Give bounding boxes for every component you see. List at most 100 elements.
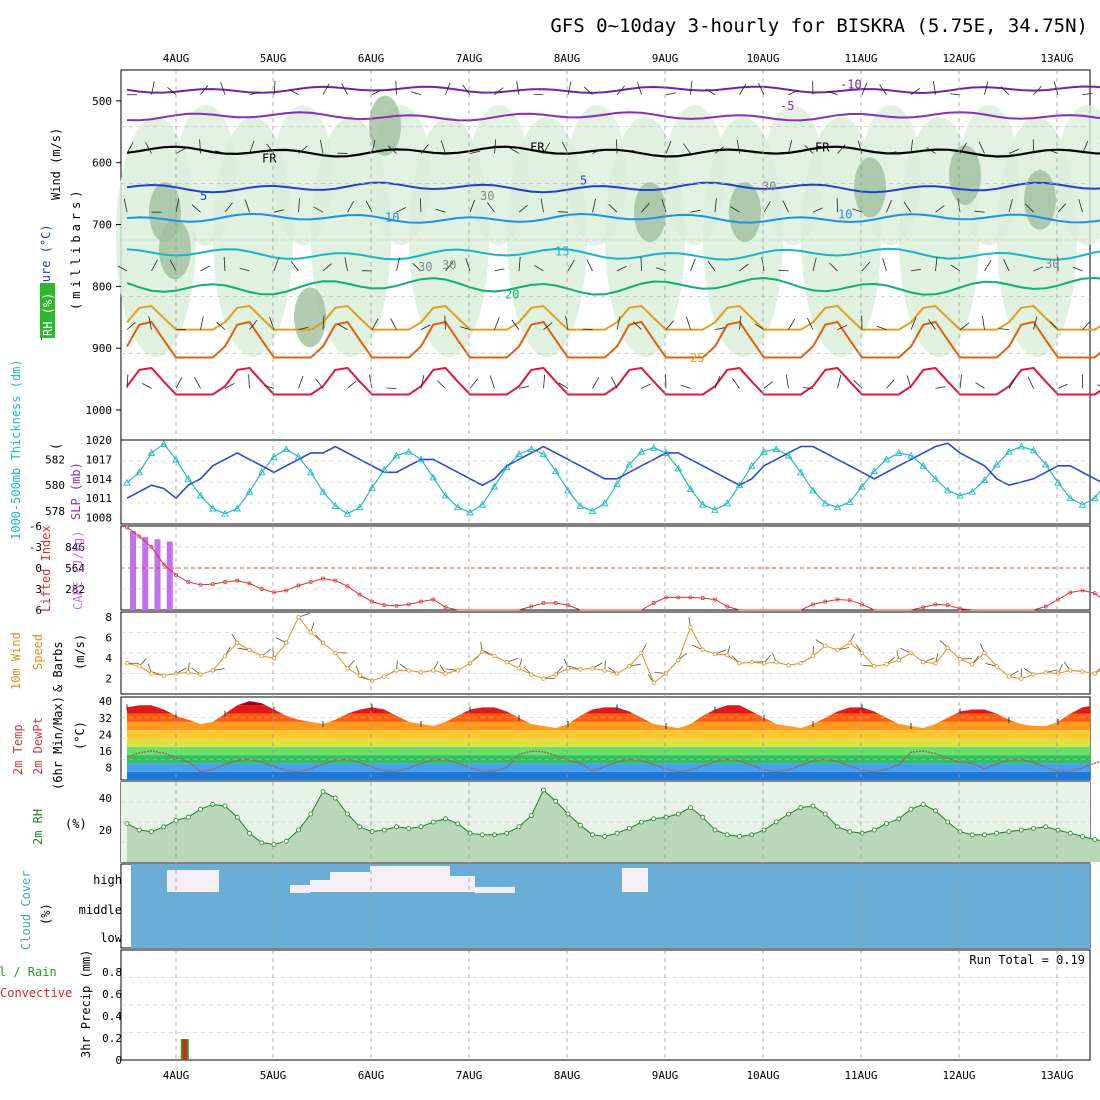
wind-marker [884, 662, 889, 667]
rh-axis-label: 2m RH [31, 809, 45, 845]
wind-barb [984, 81, 989, 95]
wind-barb [371, 89, 382, 96]
wind-barb [126, 374, 129, 389]
slp-axis-label: SLP (mb) [69, 462, 83, 520]
rh-marker [651, 816, 657, 822]
thickness-axis-label: 1000-500mb Thickness (dm) [9, 359, 23, 540]
wind-marker [516, 666, 522, 671]
wind-barb [616, 139, 618, 154]
li-marker [1092, 591, 1097, 596]
precip-conv-bar [182, 1039, 187, 1060]
isotherm-label: FR [262, 152, 277, 166]
wind-barb [879, 84, 887, 95]
li-marker [835, 597, 840, 602]
wind-barb [1033, 85, 1042, 95]
rh-marker [210, 802, 216, 807]
isotherm--10 [126, 85, 1100, 95]
wind-barb [610, 376, 618, 389]
temp-band [127, 738, 1090, 747]
wind-barb [411, 91, 422, 96]
rh-tick-label: 20 [99, 824, 112, 837]
thickness-tick-label: 580 [45, 479, 65, 492]
wind-barb [200, 316, 204, 330]
thickness-marker [772, 445, 781, 452]
wind-marker [222, 653, 228, 659]
thickness-marker [490, 482, 499, 490]
thickness-marker [135, 468, 144, 476]
thickness-marker [698, 500, 707, 508]
wind-barb [145, 142, 152, 154]
li-marker [125, 525, 129, 530]
wind-barb [126, 142, 134, 154]
wind-marker [137, 664, 142, 669]
wind-barb [273, 209, 284, 213]
wind-barb [982, 315, 985, 330]
wind-barb [785, 374, 789, 389]
wind-barb [175, 376, 183, 389]
bottom-day-label: 7AUG [456, 1069, 483, 1082]
rh-marker [1080, 834, 1085, 839]
isotherm-label: 5 [200, 189, 207, 203]
wind-barb [462, 84, 471, 95]
wind-barb [511, 319, 520, 330]
li-marker [958, 606, 962, 611]
bottom-day-label: 11AUG [844, 1069, 877, 1082]
wind-barb [763, 201, 771, 213]
wind-barb [344, 257, 348, 271]
top-day-label: 12AUG [942, 52, 975, 65]
wind-barb [565, 315, 569, 330]
thickness-marker [894, 448, 903, 456]
li-marker [272, 590, 276, 595]
wind-barb [290, 261, 299, 272]
rh-marker [847, 829, 853, 834]
rh-marker [749, 832, 755, 838]
rh-marker [786, 811, 791, 817]
wind-barb [637, 81, 642, 95]
wind-barb [861, 261, 871, 272]
wind-barb [631, 149, 642, 154]
thickness-marker [233, 504, 242, 512]
wind-barb [509, 147, 520, 154]
wind-marker [455, 668, 460, 673]
thickness-marker [992, 460, 1001, 468]
cloud-gap [290, 885, 310, 893]
thickness-marker [649, 443, 658, 451]
thickness-marker [319, 487, 327, 495]
wind-barb [465, 258, 471, 272]
cape-tick-label: 282 [65, 583, 85, 596]
wind-marker [749, 660, 754, 665]
wind-barb [460, 326, 471, 331]
isotherm--5 [126, 111, 1100, 122]
isotherm-25 [126, 304, 1100, 331]
wind-marker [431, 668, 436, 673]
thickness-marker [441, 491, 450, 499]
thickness-marker [539, 450, 548, 458]
wind-axis-label-1: 10m Wind [9, 632, 23, 690]
wind-barb [926, 147, 936, 154]
top-day-label: 5AUG [260, 52, 287, 65]
thickness-marker [429, 473, 438, 481]
thickness-marker [1090, 494, 1099, 502]
li-marker [1068, 590, 1073, 595]
li-marker [284, 588, 289, 593]
li-marker [321, 576, 325, 581]
grid-lines [121, 70, 1090, 1060]
wind-tick-label: 4 [105, 652, 112, 665]
wind-barb [558, 382, 569, 389]
wind-barb [906, 375, 912, 389]
wind-barb [1057, 203, 1067, 213]
wind-barb [469, 199, 476, 213]
rh-contour-label: 30 [1045, 257, 1059, 271]
li-line [126, 526, 1100, 611]
thickness-marker [882, 455, 891, 463]
wind-barb [739, 263, 749, 272]
rh-contour-label: 30 [418, 260, 432, 274]
wind-barb [518, 204, 528, 213]
wind-marker [786, 663, 791, 668]
li-marker [713, 597, 717, 602]
wind-barb [683, 143, 691, 154]
y-tick-label: 800 [92, 280, 112, 293]
wind-barb [1000, 86, 1010, 96]
dewpt-axis-label: 2m DewPt [31, 717, 45, 775]
top-day-label: 9AUG [652, 52, 679, 65]
